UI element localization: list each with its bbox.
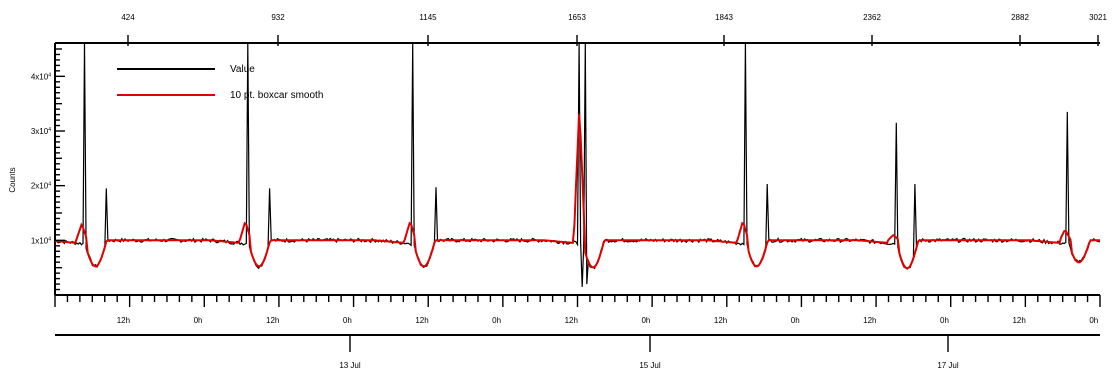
hour-axis-label: 12h — [1012, 316, 1025, 325]
hour-axis-label: 12h — [117, 316, 130, 325]
legend-label: Value — [230, 64, 255, 75]
date-axis-label: 17 Jul — [937, 361, 959, 370]
smooth-series-line — [54, 113, 1100, 270]
hour-axis-label: 0h — [194, 316, 203, 325]
hour-axis-label: 12h — [863, 316, 876, 325]
top-axis-label: 2362 — [863, 13, 881, 22]
hour-axis-label: 12h — [266, 316, 279, 325]
top-axis-label: 424 — [121, 13, 135, 22]
top-axis-label: 1145 — [419, 13, 437, 22]
top-axis-label: 2882 — [1011, 13, 1029, 22]
top-axis-label: 932 — [271, 13, 285, 22]
hour-axis-label: 12h — [714, 316, 727, 325]
series-layer — [54, 42, 1101, 287]
top-axis-label: 1653 — [568, 13, 586, 22]
hour-axis-label: 12h — [415, 316, 428, 325]
date-axis: 13 Jul 15 Jul 17 Jul — [55, 334, 1100, 370]
left-axis: 1x104 2x104 3x104 4x104 — [31, 48, 65, 291]
hour-axis-label: 0h — [1089, 316, 1098, 325]
top-axis-label: 1843 — [715, 13, 733, 22]
y-tick-label: 1x104 — [31, 236, 51, 245]
date-axis-label: 15 Jul — [639, 361, 661, 370]
y-tick-label: 2x104 — [31, 182, 51, 191]
legend-label: 10 pt. boxcar smooth — [230, 90, 323, 101]
top-axis-label: 3021 — [1089, 13, 1107, 22]
hour-axis-label: 0h — [940, 316, 949, 325]
legend: Value 10 pt. boxcar smooth — [117, 64, 323, 101]
hour-axis-label: 0h — [791, 316, 800, 325]
y-tick-label: 4x104 — [31, 72, 51, 81]
hour-axis-label: 0h — [343, 316, 352, 325]
y-tick-label: 3x104 — [31, 127, 51, 136]
top-axis: 424 932 1145 1653 1843 2362 2882 3021 — [121, 13, 1107, 46]
y-axis-label: Counts — [8, 167, 17, 192]
hour-axis-label: 0h — [641, 316, 650, 325]
hour-axis: 12h 0h 12h 0h 12h 0h 12h 0h 12h 0h 12h 0h 12h 0h — [54, 294, 1101, 325]
hour-axis-label: 12h — [565, 316, 578, 325]
hour-axis-label: 0h — [492, 316, 501, 325]
date-axis-label: 13 Jul — [339, 361, 361, 370]
